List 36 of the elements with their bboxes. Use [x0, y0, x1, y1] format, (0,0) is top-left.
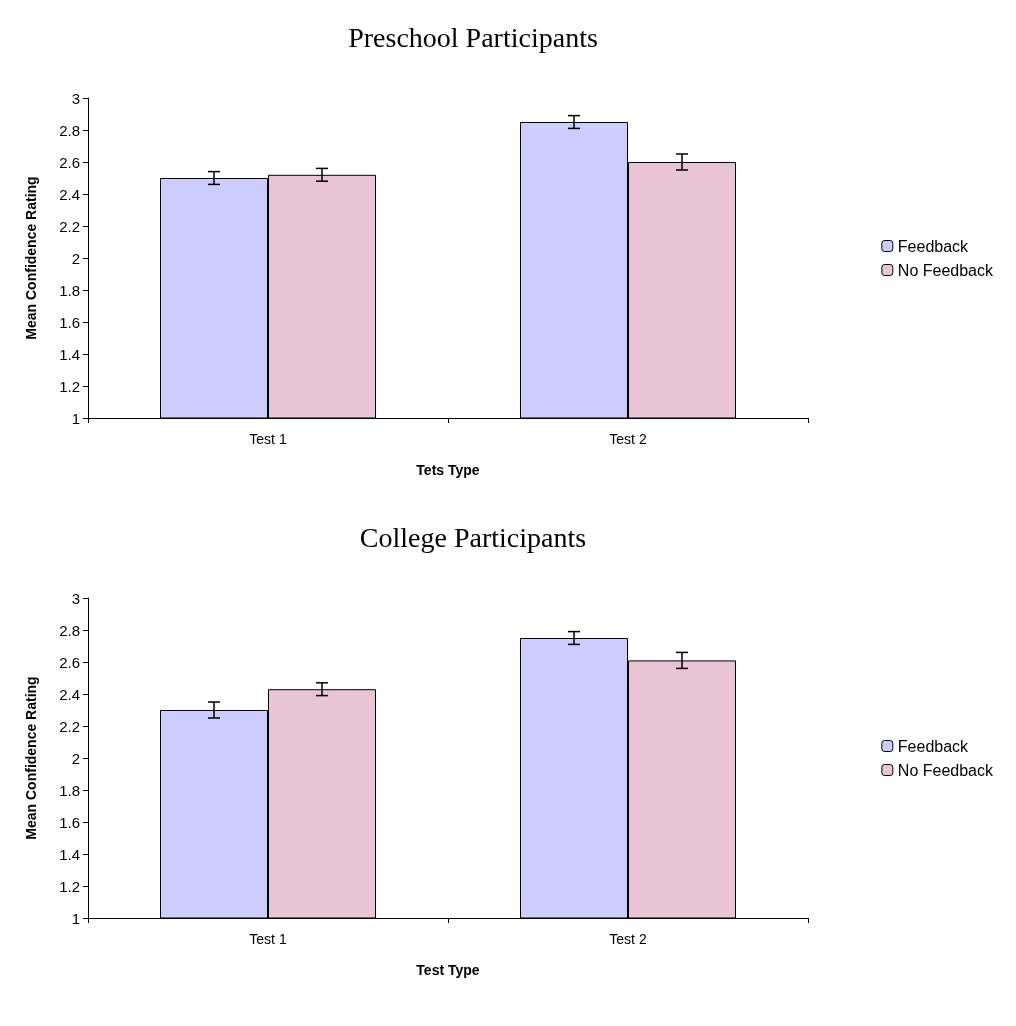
y-tick-label: 3: [71, 589, 80, 607]
y-tick-label: 2.6: [59, 653, 80, 671]
y-tick-label: 2.8: [59, 121, 80, 139]
y-tick-label: 2.8: [59, 621, 80, 639]
y-tick-label: 1: [71, 909, 80, 927]
y-tick-label: 2: [71, 249, 80, 267]
chart-title: College Participants: [359, 521, 587, 553]
y-tick-label: 1.2: [59, 877, 80, 895]
x-tick-label: Test 2: [609, 431, 647, 447]
legend-label: No Feedback: [897, 761, 994, 779]
y-axis-title: Mean Confidence Rating: [23, 676, 39, 840]
y-tick-label: 1.4: [59, 845, 80, 863]
y-axis-title: Mean Confidence Rating: [23, 176, 39, 340]
legend-label: Feedback: [897, 237, 970, 255]
x-axis-title: Test Type: [416, 962, 480, 978]
y-tick-label: 2.2: [59, 217, 80, 235]
legend-label: Feedback: [897, 737, 970, 755]
y-tick-label: 1.8: [59, 781, 80, 799]
y-tick-label: 3: [71, 89, 80, 107]
x-tick-label: Test 1: [249, 431, 287, 447]
x-tick-label: Test 2: [609, 931, 647, 947]
y-tick-label: 2.4: [59, 685, 80, 703]
y-tick-label: 2.2: [59, 717, 80, 735]
y-tick-label: 1.8: [59, 281, 80, 299]
y-tick-label: 1.6: [59, 813, 80, 831]
legend-label: No Feedback: [897, 261, 994, 279]
y-tick-label: 1.6: [59, 313, 80, 331]
chart-title: Preschool Participants: [348, 21, 598, 53]
y-tick-label: 1: [71, 409, 80, 427]
y-tick-label: 2.6: [59, 153, 80, 171]
y-tick-label: 2.4: [59, 185, 80, 203]
y-tick-label: 1.2: [59, 377, 80, 395]
y-tick-label: 2: [71, 749, 80, 767]
y-tick-label: 1.4: [59, 345, 80, 363]
x-tick-label: Test 1: [249, 931, 287, 947]
x-axis-title: Tets Type: [416, 462, 480, 478]
